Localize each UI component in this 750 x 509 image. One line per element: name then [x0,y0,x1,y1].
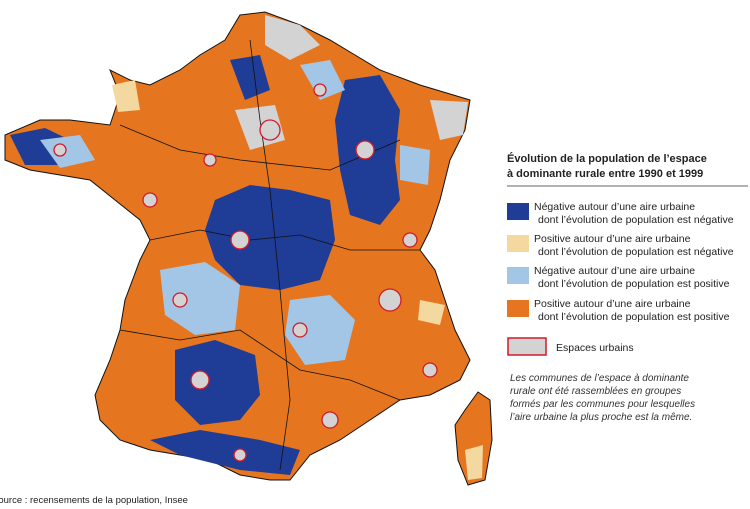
corsica-beige [465,445,483,480]
border [119,124,401,171]
region-light-blue [160,262,240,335]
note: Les communes de l’espace à dominante rur… [510,373,695,423]
france-map [4,11,493,486]
note-line: Les communes de l’espace à dominante [510,373,689,384]
region-gray [265,15,320,60]
urban-area [292,322,308,338]
urban-area [203,153,217,167]
legend-swatch [507,203,529,220]
note-line: l’aire urbaine la plus proche est la mêm… [510,412,692,423]
region-dark-blue [175,340,260,425]
legend-label: Positive autour d’une aire urbaine [534,233,691,245]
legend-swatch [507,300,529,317]
border [249,39,291,471]
urban-area [378,288,402,312]
urban-area [142,192,158,208]
legend-label: dont l’évolution de population est posit… [538,278,730,290]
region-gray [430,100,468,140]
region-light-blue [300,60,345,100]
source: Source : recensements de la population, … [0,495,188,506]
legend-title: à dominante rurale entre 1990 et 1999 [507,168,703,180]
legend-label: Négative autour d’une aire urbaine [534,265,695,277]
urban-area [422,362,438,378]
urban-area [313,83,327,97]
legend-label: dont l’évolution de population est posit… [538,311,730,323]
corsica [454,391,493,486]
note-line: formés par les communes pour lesquelles [510,399,695,410]
region-dark-blue [205,185,335,290]
region-light-blue [400,145,430,185]
region-light-blue [40,135,95,168]
region-dark-blue [230,55,270,100]
legend-label: Négative autour d’une aire urbaine [534,201,695,213]
legend-swatch [507,235,529,252]
urban-area [355,140,375,160]
urban-area [172,292,188,308]
urban-area [259,119,281,141]
region-light-blue [285,295,355,365]
urban-areas [53,83,438,462]
legend-swatch [507,337,547,356]
legend-swatch [507,267,529,284]
note-line: rurale ont été rassemblées en groupes [510,386,681,397]
legend: Évolution de la population de l’espace à… [507,152,748,187]
urban-area [53,143,67,157]
region-beige [112,80,140,112]
urban-area [321,411,339,429]
urban-area [230,230,250,250]
legend-label: Espaces urbains [556,342,634,354]
urban-area [402,232,418,248]
region-beige [418,300,445,325]
urban-area [190,370,210,390]
legend-label: dont l’évolution de population est négat… [538,214,734,226]
legend-label: Positive autour d’une aire urbaine [534,298,691,310]
legend-title: Évolution de la population de l’espace [507,152,707,165]
legend-label: dont l’évolution de population est négat… [538,246,734,258]
border [119,329,401,401]
region-dark-blue [150,430,300,475]
urban-area [233,448,247,462]
